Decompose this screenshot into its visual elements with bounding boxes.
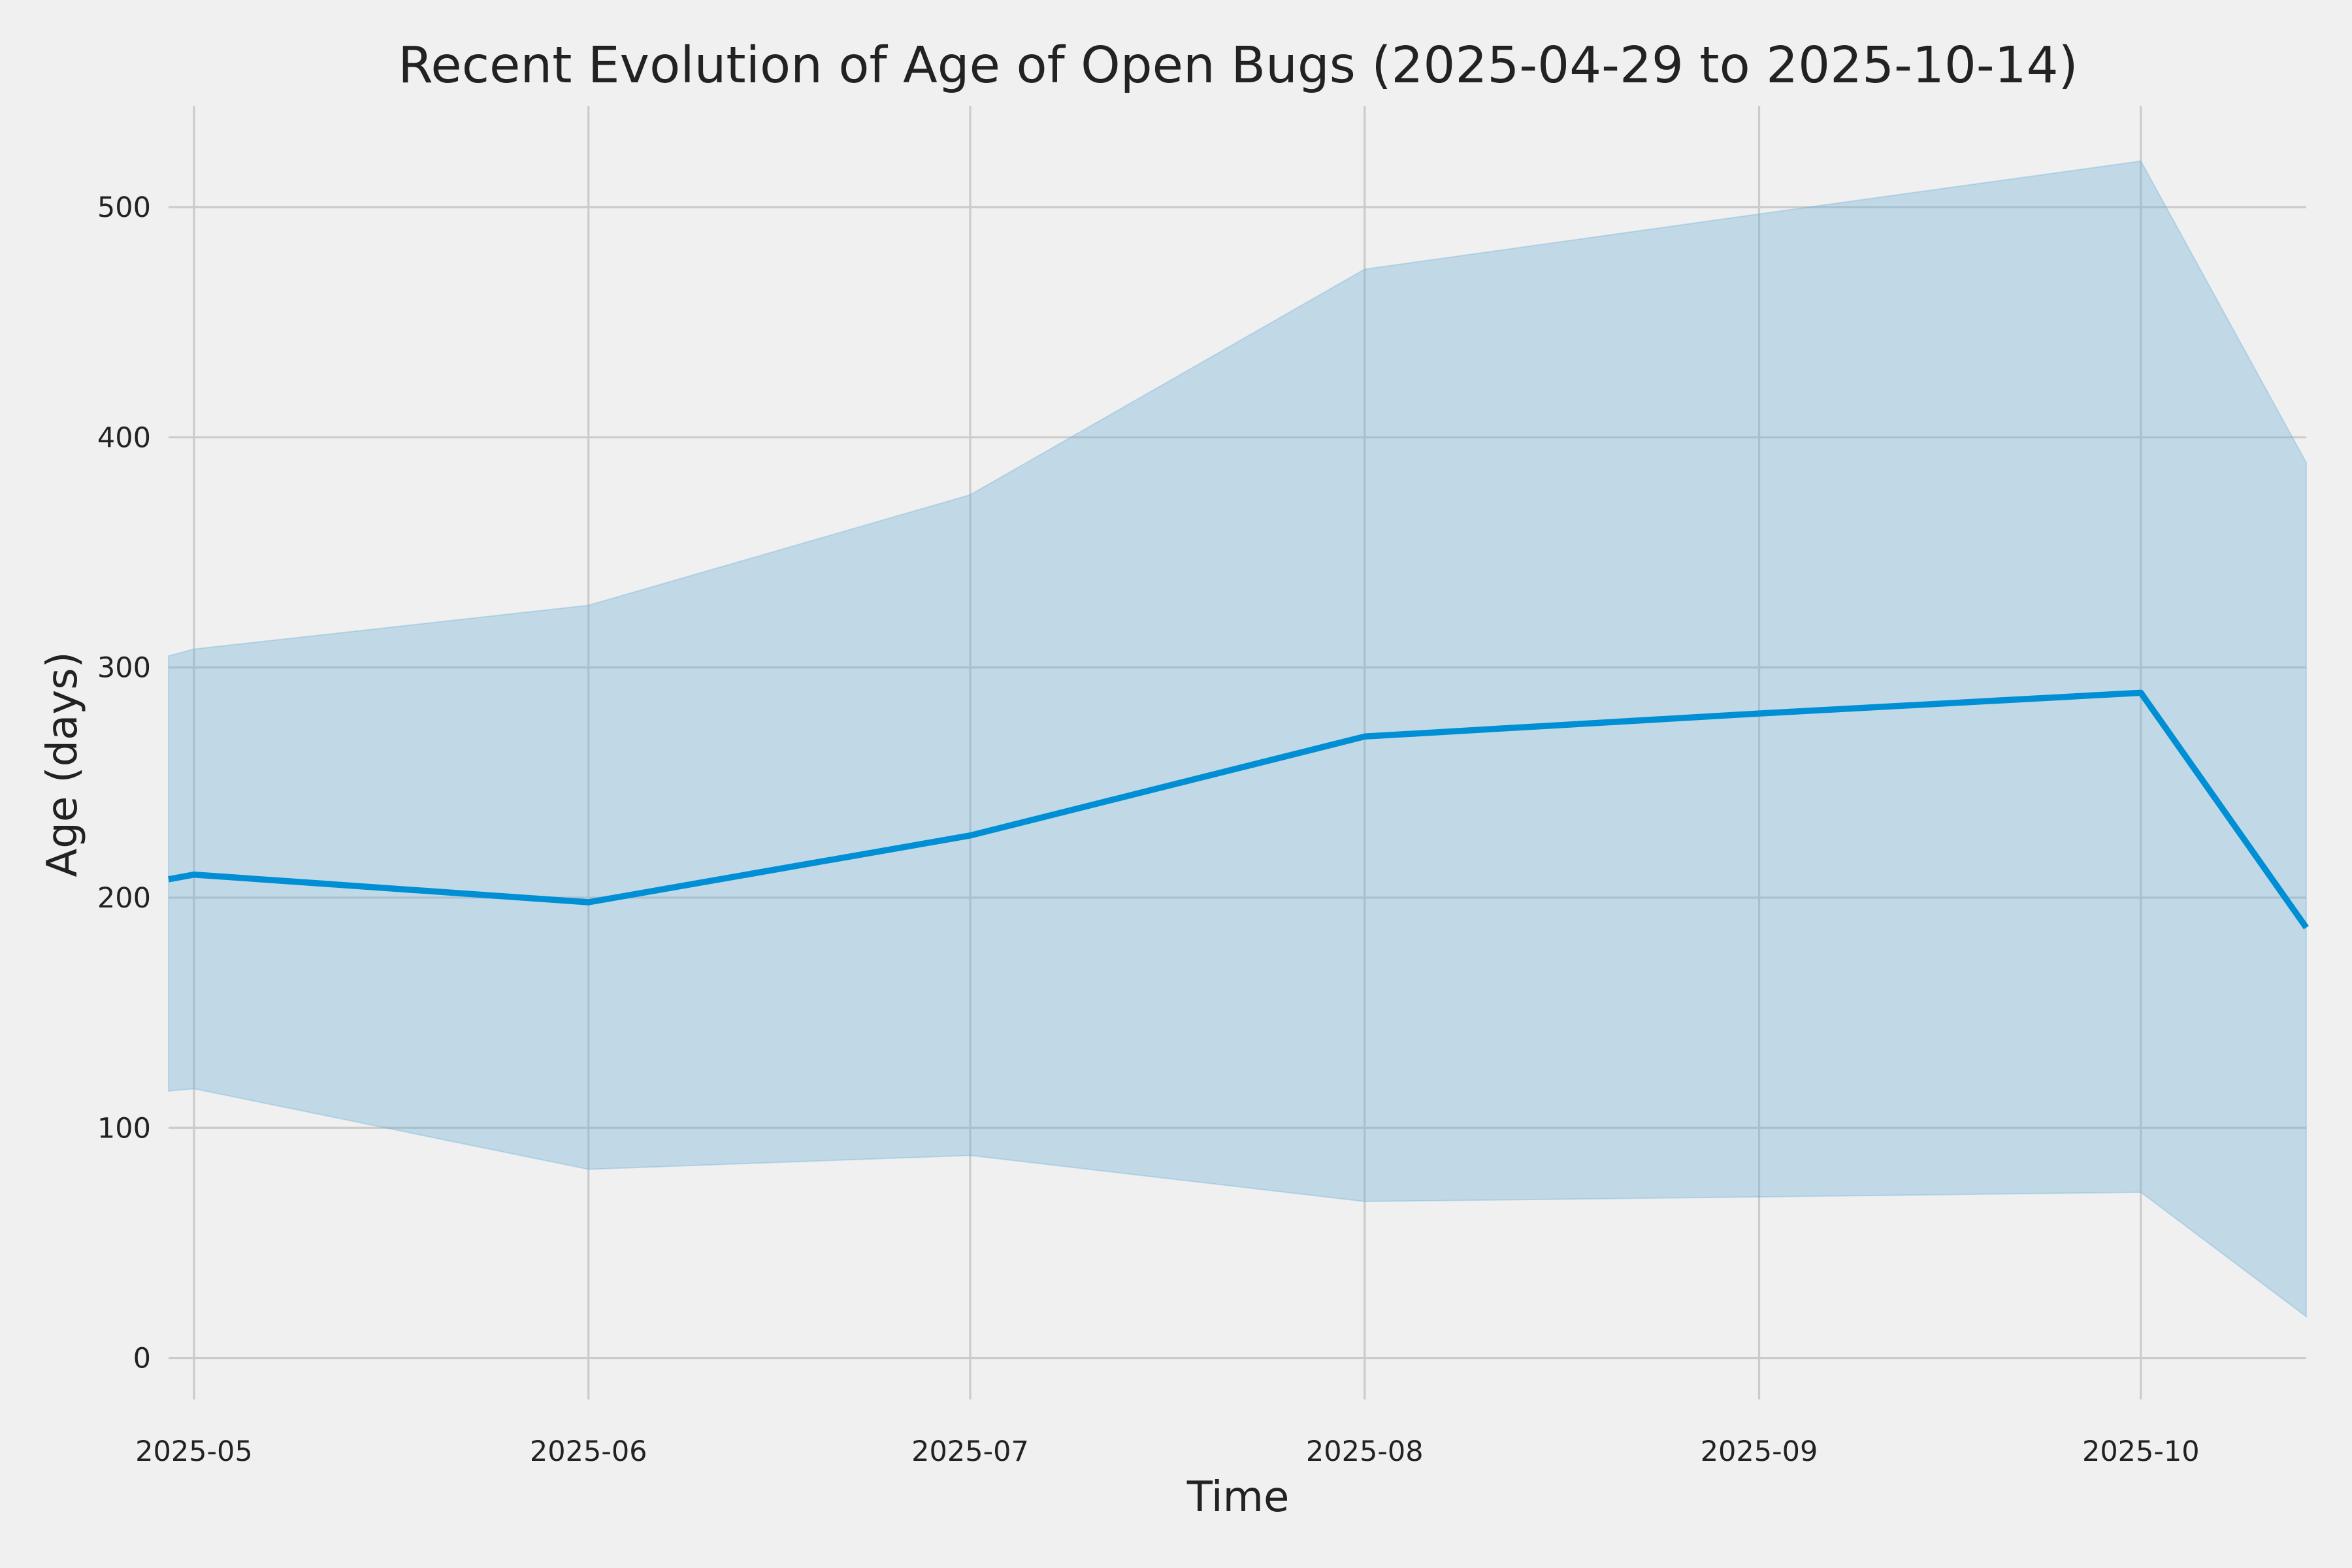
y-tick-label: 100 bbox=[97, 1112, 151, 1145]
y-tick-label: 200 bbox=[97, 882, 151, 915]
x-tick-label: 2025-10 bbox=[2082, 1435, 2200, 1468]
x-tick-label: 2025-06 bbox=[530, 1435, 647, 1468]
x-axis-label: Time bbox=[1186, 1473, 1290, 1522]
x-tick-label: 2025-08 bbox=[1306, 1435, 1424, 1468]
y-tick-label: 400 bbox=[97, 421, 151, 454]
mean-age-series bbox=[168, 689, 2309, 930]
x-tick-label: 2025-09 bbox=[1701, 1435, 1818, 1468]
y-tick-label: 0 bbox=[133, 1343, 151, 1375]
x-tick-label: 2025-05 bbox=[135, 1435, 253, 1468]
confidence-band bbox=[168, 160, 2307, 1318]
band-area bbox=[168, 160, 2307, 1318]
y-tick-label: 300 bbox=[97, 652, 151, 685]
chart-title: Recent Evolution of Age of Open Bugs (20… bbox=[398, 37, 2078, 95]
y-tick-label: 500 bbox=[97, 191, 151, 224]
x-tick-label: 2025-07 bbox=[911, 1435, 1029, 1468]
tick-labels: 0 100 200 300 400 500 2025-05 2025-06 2025-07 202… bbox=[97, 191, 2200, 1468]
y-axis-label: Age (days) bbox=[39, 651, 87, 877]
mean-age-line bbox=[168, 689, 2309, 930]
